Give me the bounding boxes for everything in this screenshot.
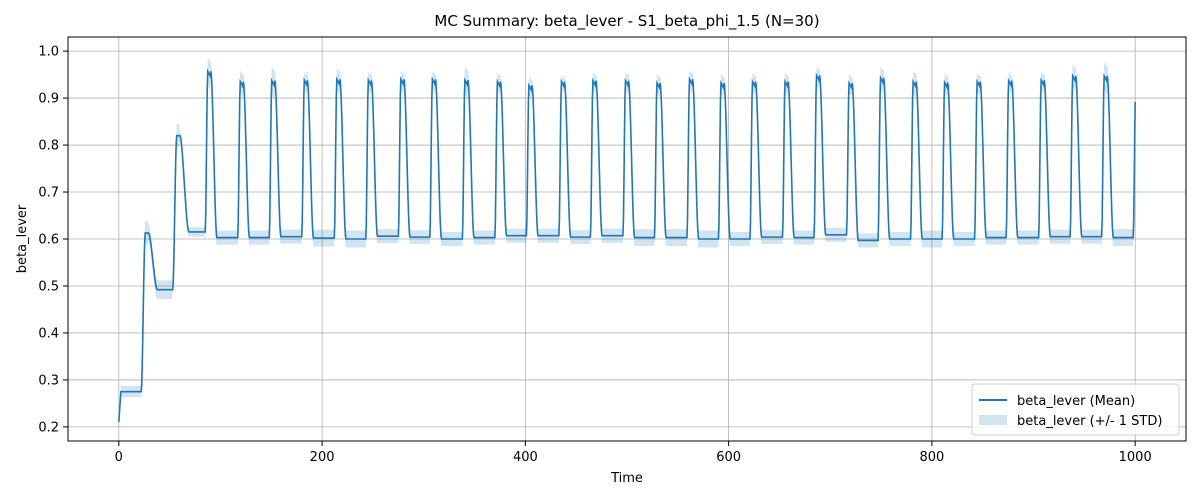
legend-label-mean: beta_lever (Mean) (1017, 394, 1135, 409)
y-axis-label: beta_lever (15, 204, 30, 273)
x-tick-label: 200 (310, 450, 335, 465)
legend: beta_lever (Mean) beta_lever (+/- 1 STD) (971, 383, 1180, 436)
y-tick-label: 0.6 (38, 233, 59, 248)
y-tick-label: 0.2 (38, 420, 59, 435)
y-tick-label: 0.3 (38, 373, 59, 388)
x-tick-label: 0 (115, 450, 123, 465)
legend-box (971, 383, 1180, 436)
mean-line-path (118, 68, 1136, 423)
y-tick-label: 0.8 (38, 139, 59, 154)
y-tick-label: 0.9 (38, 92, 59, 107)
legend-label-std: beta_lever (+/- 1 STD) (1017, 414, 1162, 429)
x-tick-label: 400 (513, 450, 538, 465)
x-axis-label: Time (610, 471, 643, 486)
y-tick-label: 1.0 (38, 45, 59, 60)
legend-std-swatch (979, 415, 1007, 425)
std-band (118, 57, 1136, 427)
grid-lines (68, 37, 1186, 441)
chart-title: MC Summary: beta_lever - S1_beta_phi_1.5… (434, 12, 819, 31)
x-axis-ticks: 0 200 400 600 800 1000 (115, 441, 1152, 465)
y-tick-label: 0.7 (38, 186, 59, 201)
x-tick-label: 600 (716, 450, 741, 465)
x-tick-label: 800 (919, 450, 944, 465)
mean-line (118, 68, 1136, 423)
y-tick-label: 0.5 (38, 279, 59, 294)
y-axis-ticks: 0.2 0.3 0.4 0.5 0.6 0.7 0.8 0.9 1.0 (38, 45, 68, 435)
std-band-area (118, 57, 1136, 427)
y-tick-label: 0.4 (38, 326, 59, 341)
x-tick-label: 1000 (1119, 450, 1152, 465)
